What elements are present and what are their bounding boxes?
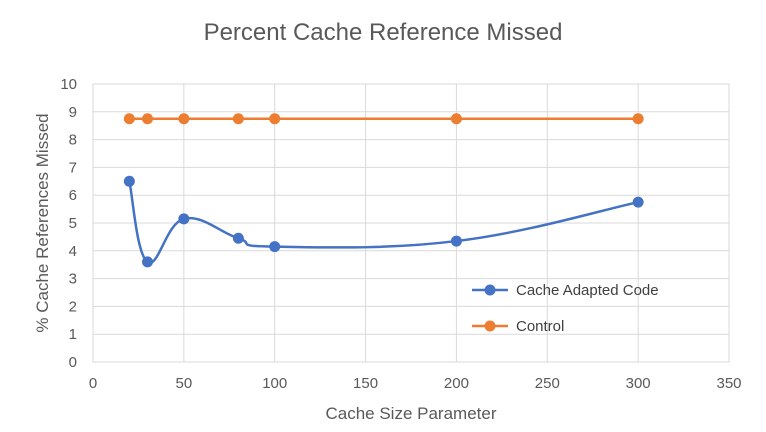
y-tick-label: 3 (69, 271, 77, 288)
data-point-control (142, 113, 154, 125)
x-tick-label: 150 (353, 375, 378, 392)
legend-item-control: Control (472, 318, 564, 335)
data-point-cache-adapted-code (123, 175, 135, 187)
series-cache-adapted-code (123, 175, 644, 268)
y-tick-label: 1 (69, 326, 77, 343)
y-tick-label: 7 (69, 159, 77, 176)
data-point-cache-adapted-code (450, 235, 462, 247)
y-tick-label: 5 (69, 215, 77, 232)
gridlines (92, 83, 730, 363)
y-axis-tick-labels: 0 1 2 3 4 5 6 7 8 9 10 (60, 76, 77, 371)
chart-title: Percent Cache Reference Missed (204, 19, 563, 46)
x-axis-tick-labels: 0 50 100 150 200 250 300 350 (89, 375, 742, 392)
legend: Cache Adapted Code Control (472, 282, 659, 335)
data-point-cache-adapted-code (178, 213, 190, 225)
y-tick-label: 9 (69, 104, 77, 121)
x-tick-label: 50 (176, 375, 193, 392)
data-point-cache-adapted-code (632, 196, 644, 208)
legend-marker (484, 284, 496, 296)
x-tick-label: 350 (716, 375, 741, 392)
x-tick-label: 200 (444, 375, 469, 392)
plot-area-border (92, 83, 730, 363)
data-point-control (632, 113, 644, 125)
y-tick-label: 8 (69, 132, 77, 149)
x-tick-label: 0 (89, 375, 97, 392)
x-tick-label: 300 (626, 375, 651, 392)
data-point-control (232, 113, 244, 125)
y-tick-label: 0 (69, 354, 77, 371)
legend-item-cache-adapted-code: Cache Adapted Code (472, 282, 659, 299)
y-tick-label: 6 (69, 187, 77, 204)
series-control (123, 113, 644, 125)
series-layer (123, 113, 644, 268)
data-point-cache-adapted-code (232, 232, 244, 244)
data-point-control (123, 113, 135, 125)
x-tick-label: 250 (535, 375, 560, 392)
x-tick-label: 100 (262, 375, 287, 392)
y-tick-label: 4 (69, 243, 77, 260)
y-axis-title: % Cache References Missed (33, 113, 52, 332)
data-point-control (269, 113, 281, 125)
legend-marker (484, 320, 496, 332)
data-point-cache-adapted-code (269, 241, 281, 253)
data-point-control (450, 113, 462, 125)
y-tick-label: 2 (69, 298, 77, 315)
legend-label: Cache Adapted Code (516, 282, 659, 299)
legend-label: Control (516, 318, 564, 335)
data-point-control (178, 113, 190, 125)
y-tick-label: 10 (60, 76, 77, 93)
data-point-cache-adapted-code (142, 256, 154, 268)
x-axis-title: Cache Size Parameter (325, 404, 496, 423)
